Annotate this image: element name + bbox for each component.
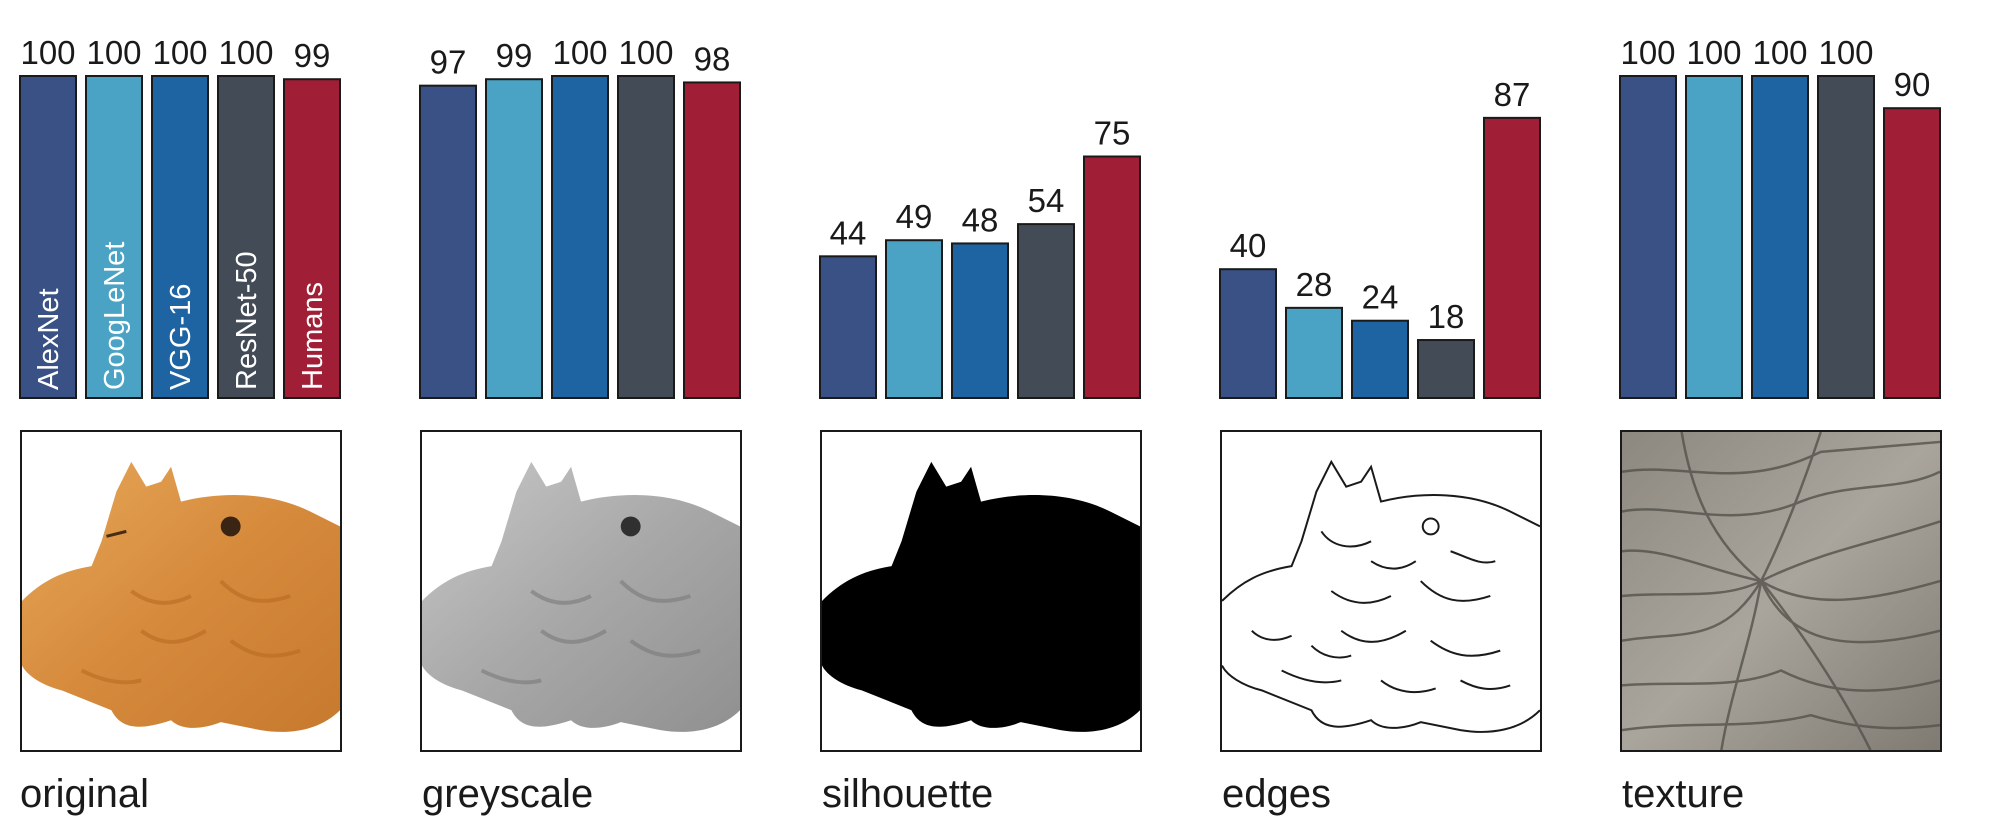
bar-edges-googlenet	[1285, 306, 1343, 399]
bar-silhouette-resnet-50	[1017, 223, 1075, 399]
value-label-original-vgg-16: 100	[152, 34, 207, 71]
bar-original-humans	[283, 78, 341, 399]
bar-charts: 100 AlexNet 100 GoogLeNet 100 VGG-16 100 ResNet…	[19, 34, 1941, 400]
value-label-greyscale-googlenet: 99	[496, 37, 533, 74]
value-label-edges-googlenet: 28	[1296, 266, 1333, 303]
stimulus-texture	[1620, 430, 1942, 752]
bar-texture-googlenet	[1685, 75, 1743, 399]
value-label-texture-alexnet: 100	[1620, 34, 1675, 71]
chart-silhouette: 44 49 48 54 75	[819, 115, 1141, 399]
value-label-greyscale-alexnet: 97	[430, 44, 467, 81]
value-label-texture-humans: 90	[1894, 66, 1931, 103]
bar-greyscale-googlenet	[485, 78, 543, 399]
bar-silhouette-vgg-16	[951, 242, 1009, 399]
cat-edges-icon	[1222, 432, 1540, 750]
value-label-original-alexnet: 100	[20, 34, 75, 71]
chart-greyscale: 97 99 100 100 98	[419, 34, 741, 399]
value-label-silhouette-googlenet: 49	[896, 198, 933, 235]
panel-label-texture: texture	[1622, 772, 1745, 816]
bar-original-alexnet	[19, 75, 77, 399]
panel-label-greyscale: greyscale	[422, 772, 594, 816]
bar-greyscale-humans	[683, 81, 741, 399]
bar-greyscale-alexnet	[419, 84, 477, 399]
value-label-greyscale-humans: 98	[694, 40, 731, 77]
bar-edges-alexnet	[1219, 268, 1277, 400]
bar-edges-humans	[1483, 116, 1541, 400]
bar-texture-alexnet	[1619, 75, 1677, 399]
chart-edges: 40 28 24 18 87	[1219, 76, 1541, 400]
bar-original-vgg-16	[151, 75, 209, 399]
bar-original-resnet-50	[217, 75, 275, 399]
value-label-texture-googlenet: 100	[1686, 34, 1741, 71]
bar-greyscale-vgg-16	[551, 75, 609, 399]
stimulus-greyscale	[420, 430, 742, 752]
stimulus-edges	[1220, 430, 1542, 752]
bar-texture-resnet-50	[1817, 75, 1875, 399]
value-label-edges-resnet-50: 18	[1428, 298, 1465, 335]
value-label-texture-vgg-16: 100	[1752, 34, 1807, 71]
bar-silhouette-alexnet	[819, 255, 877, 399]
bar-silhouette-humans	[1083, 155, 1141, 399]
chart-texture: 100 100 100 100 90	[1619, 34, 1941, 399]
value-label-silhouette-resnet-50: 54	[1028, 182, 1065, 219]
stimulus-silhouette	[820, 430, 1142, 752]
panel-label-original: original	[20, 772, 149, 816]
bar-edges-vgg-16	[1351, 319, 1409, 399]
cat-photo-icon	[22, 432, 340, 750]
bar-silhouette-googlenet	[885, 239, 943, 399]
value-label-silhouette-humans: 75	[1094, 115, 1131, 152]
bar-texture-vgg-16	[1751, 75, 1809, 399]
value-label-silhouette-vgg-16: 48	[962, 201, 999, 238]
value-label-original-resnet-50: 100	[218, 34, 273, 71]
value-label-original-humans: 99	[294, 37, 331, 74]
chart-original: 100 AlexNet 100 GoogLeNet 100 VGG-16 100 ResNet…	[19, 34, 341, 399]
value-label-original-googlenet: 100	[86, 34, 141, 71]
category-label-humans: Humans	[297, 282, 329, 390]
bar-original-googlenet	[85, 75, 143, 399]
value-label-texture-resnet-50: 100	[1818, 34, 1873, 71]
bar-edges-resnet-50	[1417, 339, 1475, 400]
value-label-silhouette-alexnet: 44	[830, 214, 867, 251]
cat-silhouette-icon	[822, 432, 1140, 750]
category-label-resnet-50: ResNet-50	[231, 251, 263, 390]
category-label-googlenet: GoogLeNet	[99, 242, 131, 390]
value-label-greyscale-vgg-16: 100	[552, 34, 607, 71]
greyscale-cat-icon	[422, 432, 740, 750]
stimulus-original	[20, 430, 342, 752]
bar-greyscale-resnet-50	[617, 75, 675, 399]
value-label-edges-vgg-16: 24	[1362, 279, 1399, 316]
category-label-alexnet: AlexNet	[33, 288, 65, 390]
value-label-greyscale-resnet-50: 100	[618, 34, 673, 71]
panel-label-silhouette: silhouette	[822, 772, 994, 816]
value-label-edges-humans: 87	[1494, 76, 1531, 113]
elephant-skin-texture-icon	[1622, 432, 1940, 750]
panel-label-edges: edges	[1222, 772, 1331, 816]
value-label-edges-alexnet: 40	[1230, 227, 1267, 264]
category-label-vgg-16: VGG-16	[165, 284, 197, 390]
bar-texture-humans	[1883, 107, 1941, 399]
